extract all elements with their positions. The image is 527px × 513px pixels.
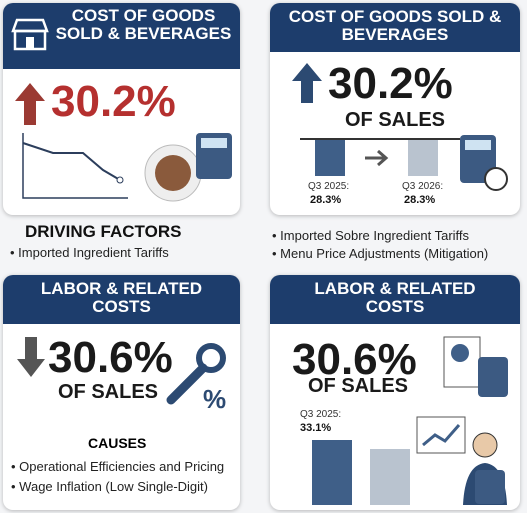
bar-illustration bbox=[312, 440, 410, 505]
card-header: LABOR & RELATED COSTS bbox=[270, 275, 520, 324]
bar-label: Q3 2025: bbox=[308, 181, 350, 192]
bar-label: Q3 2026: bbox=[402, 181, 444, 192]
bar-illustration bbox=[300, 138, 460, 176]
illustration bbox=[22, 133, 232, 202]
calculator-icon bbox=[460, 135, 508, 191]
bar-label: Q3 2025: bbox=[300, 409, 342, 420]
up-arrow bbox=[15, 83, 45, 125]
bullet: Operational Efficiencies and Pricing bbox=[11, 459, 224, 474]
card: LABOR & RELATED COSTS 30.6% OF SALES Q3 … bbox=[270, 275, 520, 510]
section-title: DRIVING FACTORS bbox=[25, 222, 182, 241]
store-icon bbox=[11, 18, 49, 51]
bullet: Imported Sobre Ingredient Tariffs bbox=[272, 228, 469, 243]
bullet: Imported Ingredient Tariffs bbox=[10, 245, 169, 260]
bullet: Menu Price Adjustments (Mitigation) bbox=[272, 246, 488, 261]
kpi-subtitle: OF SALES bbox=[58, 381, 159, 403]
bar-value: 28.3% bbox=[310, 194, 342, 206]
wrench-icon: % bbox=[166, 343, 226, 410]
card: COST OF GOODS SOLD & BEVERAGES 30.2% OF … bbox=[270, 3, 520, 215]
card-header: COST OF GOODS SOLD & BEVERAGES bbox=[270, 3, 520, 52]
down-arrow bbox=[17, 337, 45, 377]
section-title: CAUSES bbox=[88, 435, 147, 451]
bar-value: 33.1% bbox=[300, 422, 332, 434]
kpi-subtitle: OF SALES bbox=[345, 109, 446, 131]
card-header: LABOR & RELATED COSTS bbox=[3, 275, 240, 324]
kpi-value: 30.6% bbox=[292, 335, 417, 384]
up-arrow bbox=[292, 63, 322, 103]
card: COST OF GOODS SOLD & BEVERAGES 30.2% bbox=[3, 3, 240, 215]
kpi-value: 30.2% bbox=[51, 77, 176, 126]
svg-text:%: % bbox=[203, 384, 226, 410]
card-header: COST OF GOODS SOLD & BEVERAGES bbox=[3, 3, 240, 69]
bullet: Wage Inflation (Low Single-Digit) bbox=[11, 479, 208, 494]
bar-value: 28.3% bbox=[404, 194, 436, 206]
analyst-icon bbox=[416, 416, 507, 505]
kpi-value: 30.2% bbox=[328, 59, 453, 108]
card: LABOR & RELATED COSTS 30.6% OF SALES % C… bbox=[3, 275, 240, 510]
report-icon bbox=[443, 336, 508, 397]
kpi-value: 30.6% bbox=[48, 333, 173, 382]
kpi-subtitle: OF SALES bbox=[308, 375, 409, 397]
